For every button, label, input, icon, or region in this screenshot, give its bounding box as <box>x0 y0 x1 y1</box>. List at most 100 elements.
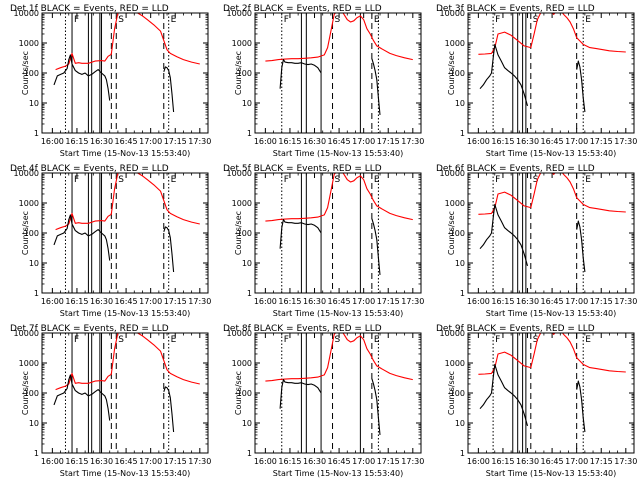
y-tick-label: 100 <box>237 389 252 398</box>
x-tick-label: 17:00 <box>565 297 588 306</box>
chart-panel: Det 6f BLACK = Events, RED = LLD Counts/s… <box>436 164 637 318</box>
events-series-line <box>479 43 529 107</box>
x-tick-label: 17:00 <box>139 457 162 466</box>
y-axis-label: Counts/sec <box>234 211 243 255</box>
events-series-line <box>53 374 111 421</box>
x-tick-label: 16:15 <box>65 137 88 146</box>
time-marker-label: E <box>374 15 380 25</box>
y-tick-label: 1000 <box>445 199 465 208</box>
y-tick-label: 1000 <box>19 39 39 48</box>
x-axis-label: Start Time (15-Nov-13 15:53:40) <box>273 149 403 158</box>
events-series-line <box>163 66 175 113</box>
x-tick-label: 17:15 <box>164 297 187 306</box>
y-tick-label: 1000 <box>232 359 252 368</box>
y-tick-label: 10 <box>242 419 252 428</box>
y-tick-label: 1000 <box>232 39 252 48</box>
x-tick-label: 17:30 <box>614 457 637 466</box>
x-tick-label: 17:15 <box>164 137 187 146</box>
time-marker-label: E <box>171 175 177 185</box>
y-axis-label: Counts/sec <box>21 211 30 255</box>
y-tick-label: 100 <box>24 389 39 398</box>
x-tick-label: 16:30 <box>516 297 539 306</box>
lld-series-line <box>265 173 413 222</box>
time-marker-label: F <box>495 335 500 345</box>
x-tick-label: 16:15 <box>278 137 301 146</box>
lld-series-line <box>265 13 413 62</box>
y-tick-label: 10000 <box>227 9 252 18</box>
y-tick-label: 10 <box>29 419 39 428</box>
y-axis-label: Counts/sec <box>21 51 30 95</box>
time-marker-label: F <box>74 335 79 345</box>
plot-frame <box>467 332 635 454</box>
events-series-line <box>163 386 175 433</box>
x-tick-label: 16:30 <box>516 457 539 466</box>
lld-series-line <box>55 173 200 231</box>
panel-title: Det 4f BLACK = Events, RED = LLD <box>10 164 169 174</box>
x-axis-label: Start Time (15-Nov-13 15:53:40) <box>273 309 403 318</box>
time-marker-label: S <box>335 175 341 185</box>
y-tick-label: 10000 <box>440 329 465 338</box>
x-tick-label: 17:15 <box>377 137 400 146</box>
y-tick-label: 10000 <box>14 169 39 178</box>
x-tick-label: 17:00 <box>139 297 162 306</box>
time-marker-label: F <box>74 15 79 25</box>
x-tick-label: 17:00 <box>565 457 588 466</box>
x-tick-label: 16:45 <box>541 457 564 466</box>
events-series-line <box>576 60 586 113</box>
chart-panel: Det 4f BLACK = Events, RED = LLD Counts/s… <box>10 164 211 318</box>
y-tick-label: 10 <box>455 259 465 268</box>
events-series-line <box>279 59 322 89</box>
y-tick-label: 10 <box>242 259 252 268</box>
x-tick-label: 16:45 <box>115 297 138 306</box>
y-axis-label: Counts/sec <box>234 371 243 415</box>
y-tick-label: 100 <box>237 229 252 238</box>
x-tick-label: 17:30 <box>401 457 424 466</box>
y-tick-label: 10 <box>29 99 39 108</box>
x-tick-label: 16:00 <box>41 457 64 466</box>
time-marker-label: E <box>171 15 177 25</box>
lld-series-line <box>478 13 626 55</box>
y-tick-label: 1 <box>247 449 252 458</box>
time-marker-label: E <box>585 175 591 185</box>
y-tick-label: 100 <box>450 229 465 238</box>
chart-panel: Det 7f BLACK = Events, RED = LLD Counts/s… <box>10 324 211 478</box>
chart-panel: Det 2f BLACK = Events, RED = LLD Counts/s… <box>223 4 424 158</box>
plot-frame <box>41 332 209 454</box>
panel-title: Det 5f BLACK = Events, RED = LLD <box>223 164 382 174</box>
y-tick-label: 100 <box>24 69 39 78</box>
events-series-line <box>371 58 381 115</box>
events-series-line <box>479 203 529 267</box>
x-tick-label: 17:30 <box>614 137 637 146</box>
chart-panel: Det 8f BLACK = Events, RED = LLD Counts/s… <box>223 324 424 478</box>
y-tick-label: 1000 <box>232 199 252 208</box>
chart-panel: Det 5f BLACK = Events, RED = LLD Counts/s… <box>223 164 424 318</box>
time-marker-label: E <box>171 335 177 345</box>
x-tick-label: 16:45 <box>115 137 138 146</box>
events-series-line <box>279 219 322 249</box>
time-marker-label: S <box>533 175 539 185</box>
x-tick-label: 16:30 <box>303 297 326 306</box>
x-tick-label: 16:00 <box>254 297 277 306</box>
x-tick-label: 17:00 <box>352 297 375 306</box>
x-tick-label: 17:00 <box>352 137 375 146</box>
lld-series-line <box>265 333 413 382</box>
y-tick-label: 10 <box>29 259 39 268</box>
panel-title: Det 8f BLACK = Events, RED = LLD <box>223 324 382 334</box>
events-series-line <box>53 214 111 261</box>
x-axis-label: Start Time (15-Nov-13 15:53:40) <box>486 469 616 478</box>
y-tick-label: 10000 <box>440 9 465 18</box>
y-tick-label: 10000 <box>14 9 39 18</box>
events-series-line <box>576 220 586 273</box>
time-marker-label: F <box>284 335 289 345</box>
x-tick-label: 16:15 <box>65 297 88 306</box>
panel-title: Det 1f BLACK = Events, RED = LLD <box>10 4 169 14</box>
time-marker-label: S <box>533 15 539 25</box>
x-tick-label: 16:15 <box>278 457 301 466</box>
x-tick-label: 16:45 <box>328 137 351 146</box>
y-axis-label: Counts/sec <box>447 211 456 255</box>
events-series-line <box>371 218 381 275</box>
